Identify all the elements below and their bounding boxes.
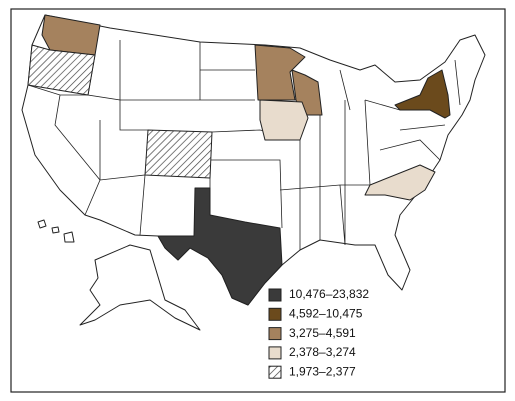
legend: 10,476–23,832 4,592–10,475 3,275–4,591 2,37… — [268, 287, 369, 379]
state — [254, 44, 306, 101]
legend-label: 2,378–3,274 — [289, 345, 356, 359]
state — [394, 69, 451, 119]
legend-swatch — [268, 307, 282, 321]
states — [27, 14, 451, 306]
legend-label: 10,476–23,832 — [289, 287, 369, 301]
state — [259, 99, 309, 141]
state — [144, 129, 213, 179]
alaska-hawaii — [37, 219, 201, 331]
legend-label: 4,592–10,475 — [289, 306, 363, 320]
legend-swatch — [268, 346, 282, 360]
state — [364, 164, 436, 201]
legend-swatch — [268, 327, 282, 341]
legend-label: 1,973–2,377 — [289, 364, 356, 378]
legend-swatch — [268, 288, 282, 302]
state — [27, 44, 96, 96]
state — [157, 187, 283, 306]
legend-label: 3,275–4,591 — [289, 326, 356, 340]
legend-swatch — [268, 365, 282, 379]
